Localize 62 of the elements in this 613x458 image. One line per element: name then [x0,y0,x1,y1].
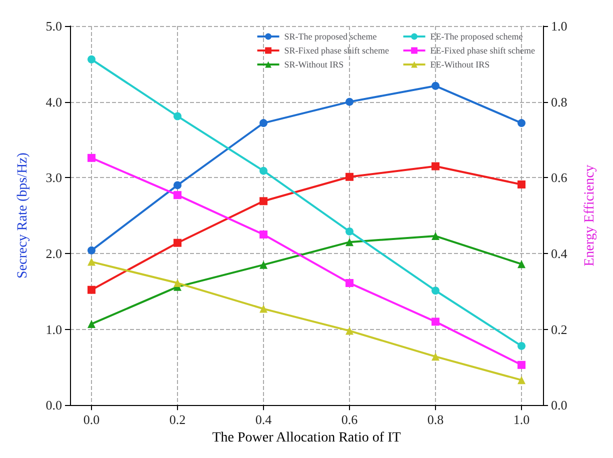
legend-label: SR-Fixed phase shift scheme [284,46,390,56]
point [260,230,268,239]
legend-label: EE-Fixed phase shift scheme [430,46,536,56]
point [518,119,526,128]
point [432,318,440,326]
x-tick-label: 0.6 [341,412,358,428]
point [174,181,182,190]
point [260,260,268,269]
point [346,227,354,236]
point [88,154,96,162]
x-axis-title: The Power Allocation Ratio of IT [212,430,402,446]
legend-label: EE-The proposed scheme [430,32,523,42]
legend-label: SR-Without IRS [284,60,344,70]
point [518,180,526,188]
point [432,232,440,240]
y2-tick-label: 0.4 [551,246,568,261]
point [346,172,354,181]
point [88,286,96,294]
y2-tick-label: 0.2 [551,322,568,337]
point [346,279,354,288]
point [346,238,354,246]
x-tick-label: 0.0 [83,412,100,428]
legend-label: EE-Without IRS [430,60,490,70]
y2-tick-label: 0.8 [551,94,568,110]
point [432,352,440,361]
point [260,197,268,206]
y-tick-label: 4.0 [46,94,62,110]
point [174,112,182,120]
point [346,98,354,106]
point [518,376,526,384]
y-axis-title: Secrecy Rate (bps/Hz) [16,152,30,279]
point [432,286,440,295]
x-tick-label: 0.2 [169,412,186,428]
point [432,82,440,90]
legend-label: SR-The proposed scheme [284,32,377,42]
point [88,258,96,266]
y2-tick-label: 0.0 [551,398,568,413]
y-tick-label: 1.0 [46,322,62,337]
point [518,360,526,369]
point [88,320,96,328]
y-tick-label: 0.0 [46,398,62,413]
point [174,191,182,200]
y-tick-label: 2.0 [46,246,62,261]
point [88,246,96,254]
y2-tick-label: 1.0 [551,18,568,34]
x-tick-label: 0.4 [255,412,272,428]
point [432,162,440,170]
point [346,326,354,335]
y-tick-label: 5.0 [46,18,62,34]
point [174,238,182,247]
y2-tick-label: 0.6 [551,170,568,186]
x-tick-label: 1.0 [513,412,530,428]
point [260,304,268,313]
y2-axis-title: Energy Efficiency [582,164,598,266]
point [260,166,268,175]
point [518,260,526,268]
x-tick-label: 0.8 [427,412,444,428]
point [518,342,526,350]
point [174,279,182,288]
y-tick-label: 3.0 [46,170,62,186]
point [88,55,96,64]
point [260,119,268,128]
